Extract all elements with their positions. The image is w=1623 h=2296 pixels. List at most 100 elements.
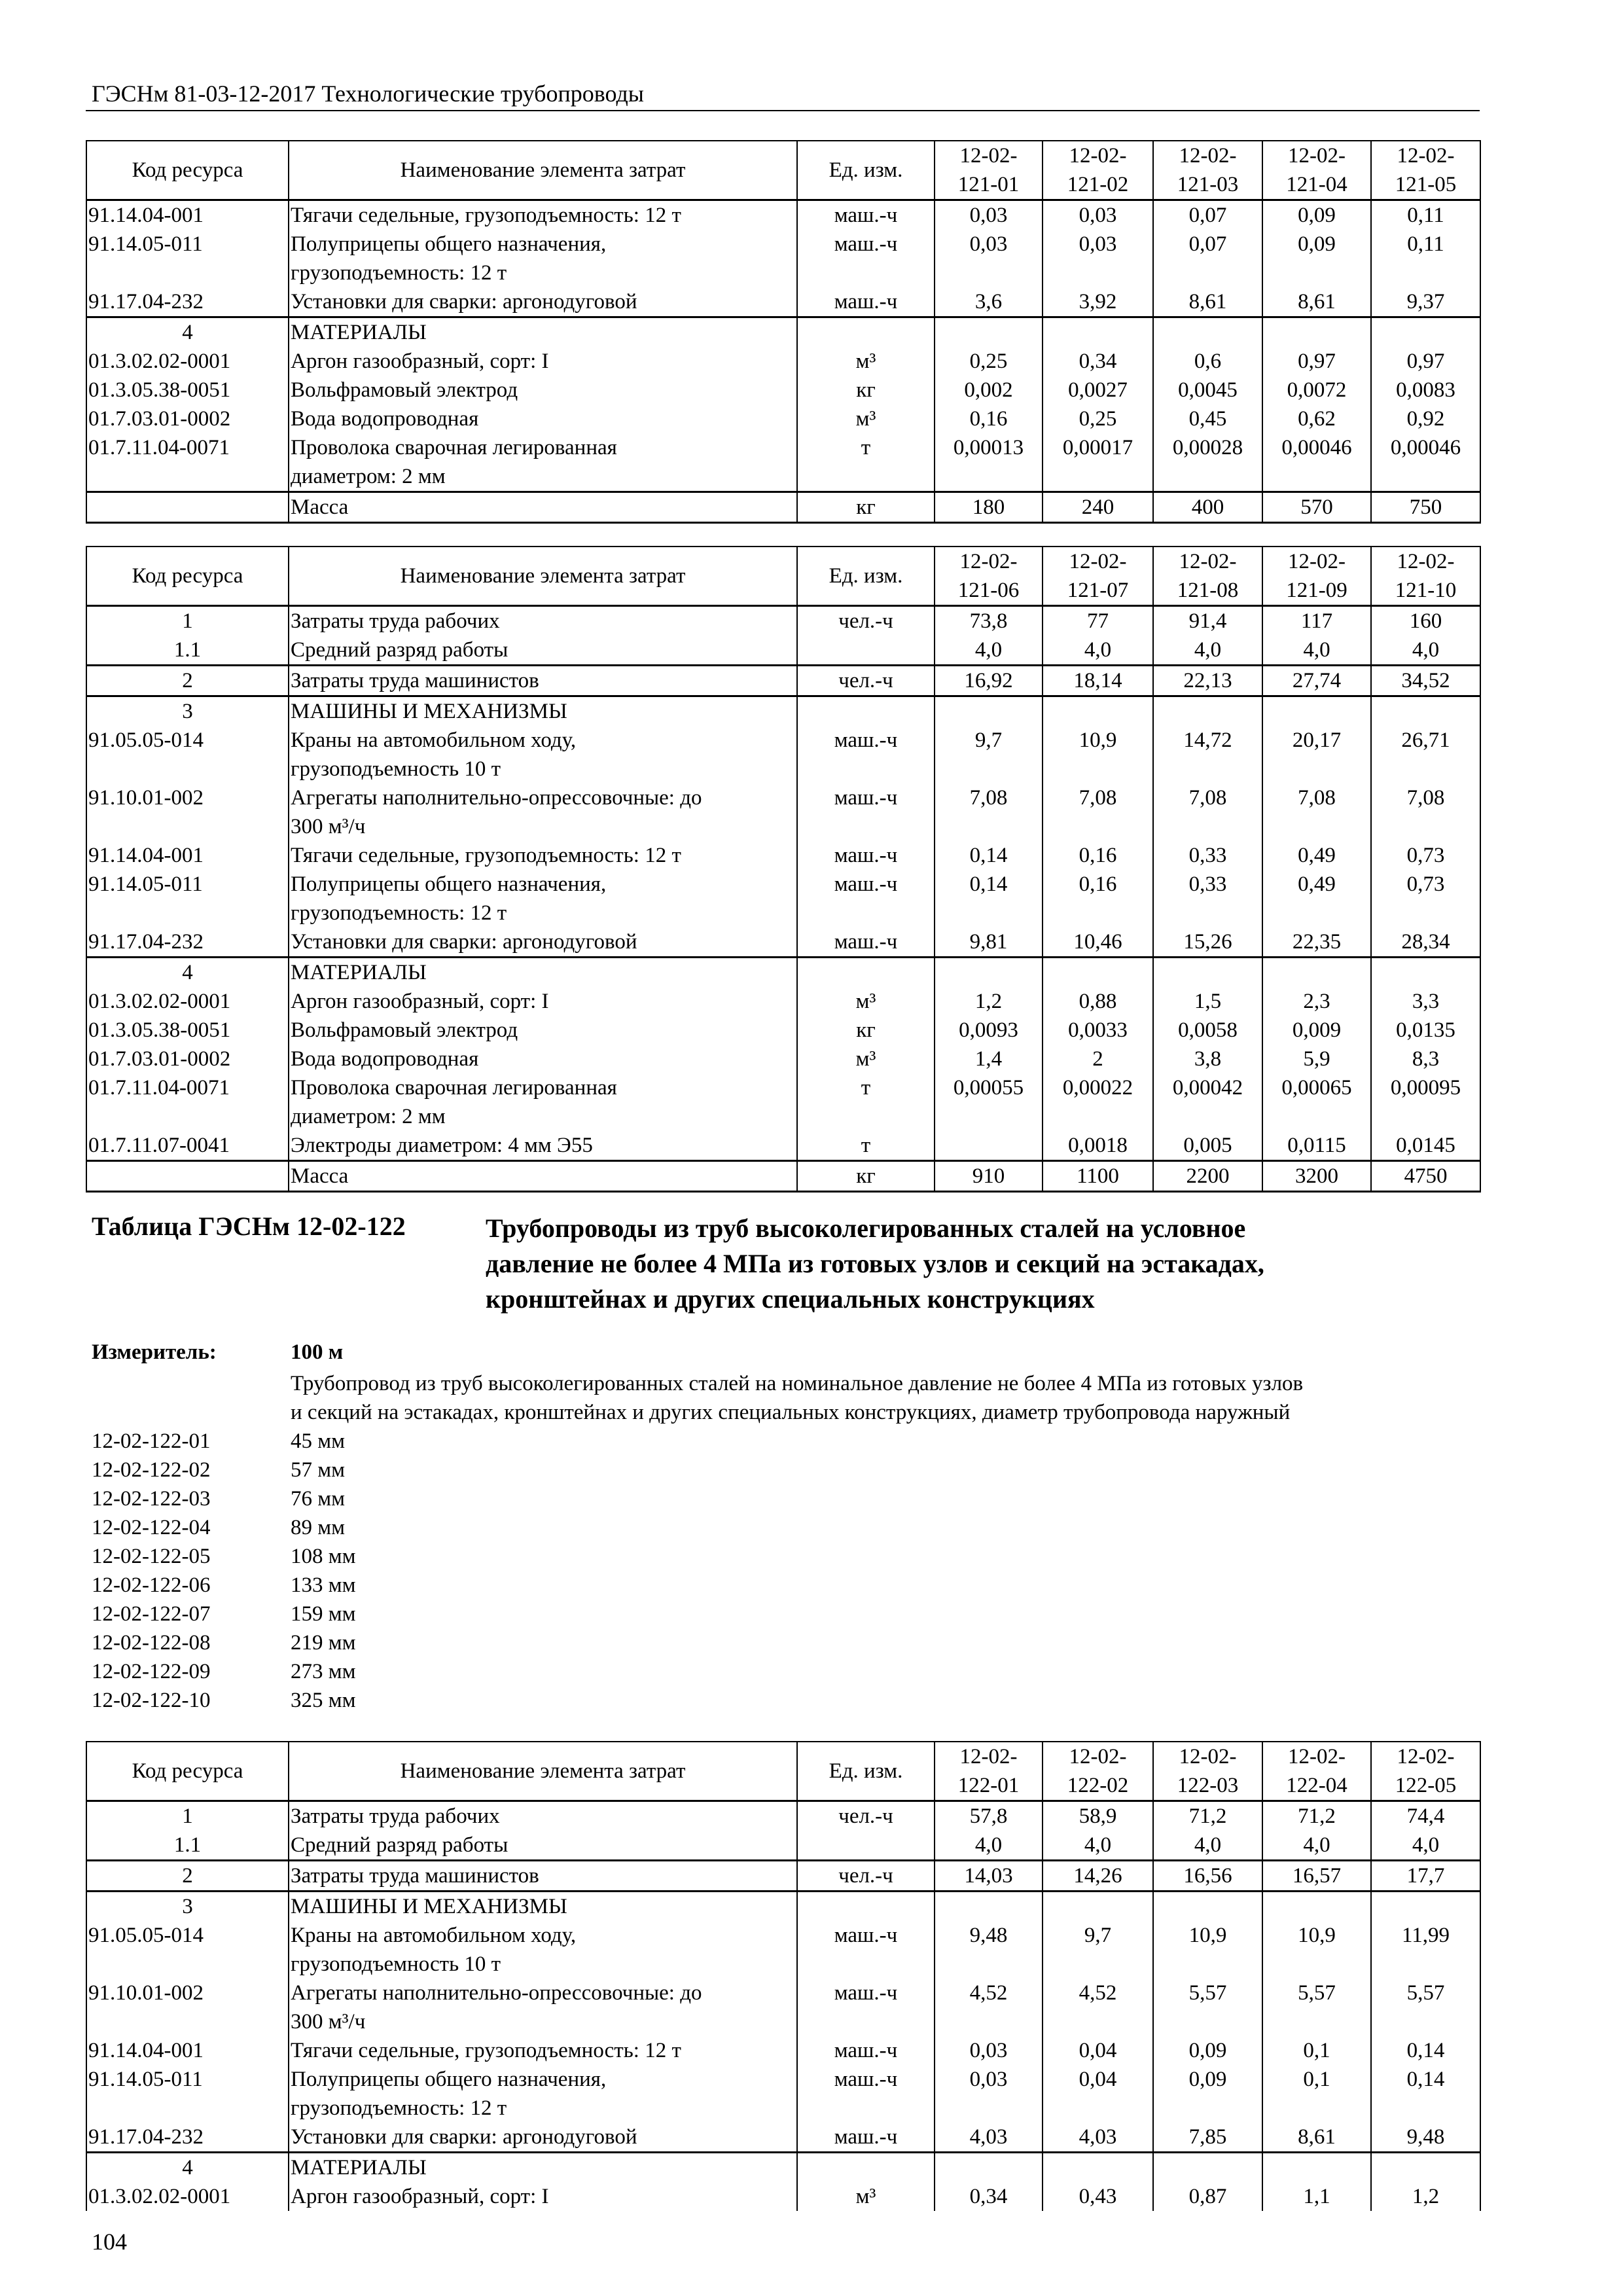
resource-code: 91.10.01-002 [86,783,289,841]
table-title: Трубопроводы из труб высоколегированных … [486,1213,1264,1314]
norm-value: 22,13 [1152,665,1263,696]
table-row: 4 МАТЕРИАЛЫ [86,2152,1481,2182]
variant-code: 12-02-122-02 [92,1458,211,1482]
unit: м³ [796,2182,935,2211]
norm-value: 4,0 [1042,636,1154,666]
unit: маш.-ч [796,287,935,317]
norm-value: 0,73 [1370,841,1481,870]
column-header-norm: 12-02- 121-05 [1370,140,1481,201]
variant-diameter: 108 мм [291,1545,356,1568]
resource-name: Агрегаты наполнительно-опрессовочные: до… [288,1979,798,2036]
norm-value: 0,0072 [1262,376,1372,404]
norm-value: 117 [1262,605,1372,636]
resource-code: 2 [86,1860,289,1892]
norm-value: 4,0 [934,636,1043,666]
column-header-norm: 12-02- 121-04 [1262,140,1372,201]
table-section: 1 Затраты труда рабочих чел.-ч 73,8 77 91,4 11… [86,605,1481,666]
column-header-unit: Ед. изм. [796,1741,935,1802]
unit: м³ [796,347,935,376]
resource-name: Краны на автомобильном ходу, грузоподъем… [288,726,798,783]
resource-name: Вода водопроводная [288,1045,798,1073]
norm-value: 16,57 [1262,1860,1372,1892]
norm-value: 7,08 [1370,783,1481,841]
column-header-code: Код ресурса [86,1741,289,1802]
unit [796,696,935,726]
unit: м³ [796,404,935,433]
table-row: 91.10.01-002 Агрегаты наполнительно-опрес… [86,783,1481,841]
variant-code: 12-02-122-03 [92,1487,211,1511]
norm-value: 2200 [1152,1160,1263,1193]
table-section: Масса кг 180 240 400 570 750 [86,492,1481,524]
table-row: 91.17.04-232 Установки для сварки: аргоно… [86,287,1481,317]
resource-name: Установки для сварки: аргонодуговой [288,287,798,317]
unit [796,317,935,347]
header-row: Код ресурса Наименование элемента затрат Е… [86,140,1481,201]
norm-value [1152,1891,1263,1921]
norm-value: 0,43 [1042,2182,1154,2211]
resource-name: МАТЕРИАЛЫ [288,317,798,347]
norm-value: 5,57 [1370,1979,1481,2036]
norm-value: 28,34 [1370,927,1481,958]
variant-item: 12-02-122-03 76 мм [92,1484,356,1513]
column-header-norm: 12-02- 121-06 [934,546,1043,607]
norm-value: 4,03 [934,2123,1043,2153]
unit: маш.-ч [796,927,935,958]
column-header-norm: 12-02- 122-02 [1042,1741,1154,1802]
table-row: 91.14.05-011 Полуприцепы общего назначени… [86,2065,1481,2123]
norm-value: 17,7 [1370,1860,1481,1892]
resource-code: 4 [86,2152,289,2182]
column-header-code: Код ресурса [86,140,289,201]
norm-value: 0,00042 [1152,1073,1263,1131]
resource-code: 01.7.03.01-0002 [86,1045,289,1073]
norm-value: 7,08 [934,783,1043,841]
norm-value: 9,37 [1370,287,1481,317]
norm-value: 4,0 [1370,636,1481,666]
norm-value: 57,8 [934,1801,1043,1831]
norm-value: 9,7 [1042,1921,1154,1979]
table-row: 01.7.03.01-0002 Вода водопроводная м³ 1,4 2 3… [86,1045,1481,1073]
resource-code: 91.14.05-011 [86,230,289,287]
norm-value: 14,03 [934,1860,1043,1892]
table-section: 4 МАТЕРИАЛЫ 01.3.02.02-0001 Аргон газообраз… [86,2152,1481,2211]
norm-value [1152,696,1263,726]
norm-value: 4,0 [1370,1831,1481,1861]
table-section: 1 Затраты труда рабочих чел.-ч 57,8 58,9 71,2… [86,1801,1481,1861]
table-row: 91.05.05-014 Краны на автомобильном ходу,… [86,726,1481,783]
column-header-unit: Ед. изм. [796,546,935,607]
variant-item: 12-02-122-05 108 мм [92,1542,356,1571]
unit: т [796,1131,935,1161]
norm-value: 10,9 [1262,1921,1372,1979]
norm-value: 0,04 [1042,2036,1154,2065]
variant-code: 12-02-122-10 [92,1689,211,1712]
variant-item: 12-02-122-09 273 мм [92,1657,356,1686]
norm-value [1042,1891,1154,1921]
resource-name: Вольфрамовый электрод [288,376,798,404]
norm-value [1042,2152,1154,2182]
table-row: 91.14.04-001 Тягачи седельные, грузоподъе… [86,2036,1481,2065]
column-header-norm: 12-02- 121-02 [1042,140,1154,201]
variant-code: 12-02-122-08 [92,1631,211,1655]
variant-item: 12-02-122-04 89 мм [92,1513,356,1542]
resource-code: 01.3.02.02-0001 [86,2182,289,2211]
norm-value [1370,696,1481,726]
norm-value: 10,9 [1042,726,1154,783]
resource-name: Средний разряд работы [288,636,798,666]
resource-name: Установки для сварки: аргонодуговой [288,927,798,958]
variant-item: 12-02-122-06 133 мм [92,1571,356,1600]
unit [796,957,935,987]
norm-value: 0,0145 [1370,1131,1481,1161]
norm-value: 0,16 [1042,870,1154,927]
variant-diameter: 219 мм [291,1631,356,1655]
resource-name: Полуприцепы общего назначения, грузоподъ… [288,2065,798,2123]
resource-name: Тягачи седельные, грузоподъемность: 12 т [288,841,798,870]
norm-value: 0,03 [1042,200,1154,230]
resource-code: 91.14.04-001 [86,2036,289,2065]
table-row: 91.14.04-001 Тягачи седельные, грузоподъе… [86,841,1481,870]
resource-code: 4 [86,957,289,987]
norm-value: 4,0 [1042,1831,1154,1861]
norm-value: 8,61 [1262,287,1372,317]
header-row: Код ресурса Наименование элемента затрат Е… [86,1741,1481,1802]
norm-value: 71,2 [1262,1801,1372,1831]
resource-code: 91.14.05-011 [86,2065,289,2123]
unit: маш.-ч [796,783,935,841]
